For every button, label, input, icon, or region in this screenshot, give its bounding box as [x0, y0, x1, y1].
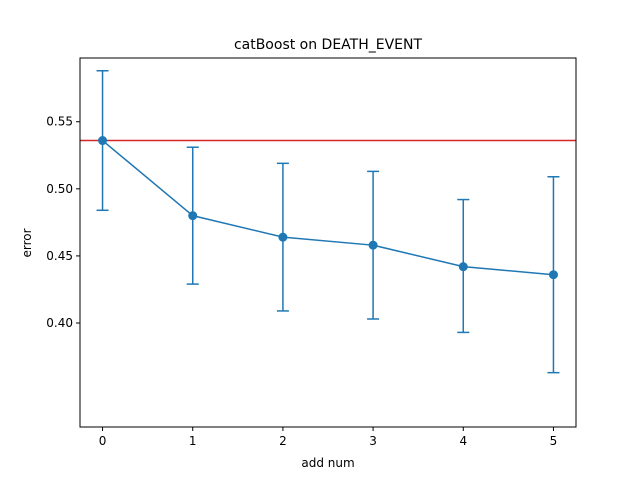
- x-tick-label: 4: [459, 434, 467, 448]
- data-point: [548, 270, 558, 280]
- y-tick-label: 0.40: [46, 316, 73, 330]
- data-point: [188, 211, 198, 221]
- y-tick-label: 0.50: [46, 182, 73, 196]
- data-point: [368, 240, 378, 250]
- y-axis-label: error: [20, 228, 34, 257]
- y-tick-label: 0.45: [46, 249, 73, 263]
- x-axis-label: add num: [301, 456, 354, 470]
- plot-area: [80, 69, 576, 374]
- chart-title: catBoost on DEATH_EVENT: [234, 37, 423, 53]
- x-tick-label: 3: [369, 434, 377, 448]
- data-point: [458, 262, 468, 272]
- data-point: [98, 136, 108, 146]
- x-tick-label: 5: [550, 434, 558, 448]
- x-tick-label: 0: [99, 434, 107, 448]
- axes-frame: [79, 57, 577, 428]
- x-tick-label: 2: [279, 434, 287, 448]
- series-line: [102, 139, 554, 276]
- y-tick-label: 0.55: [46, 115, 73, 129]
- data-point: [278, 232, 288, 242]
- x-tick-label: 1: [189, 434, 197, 448]
